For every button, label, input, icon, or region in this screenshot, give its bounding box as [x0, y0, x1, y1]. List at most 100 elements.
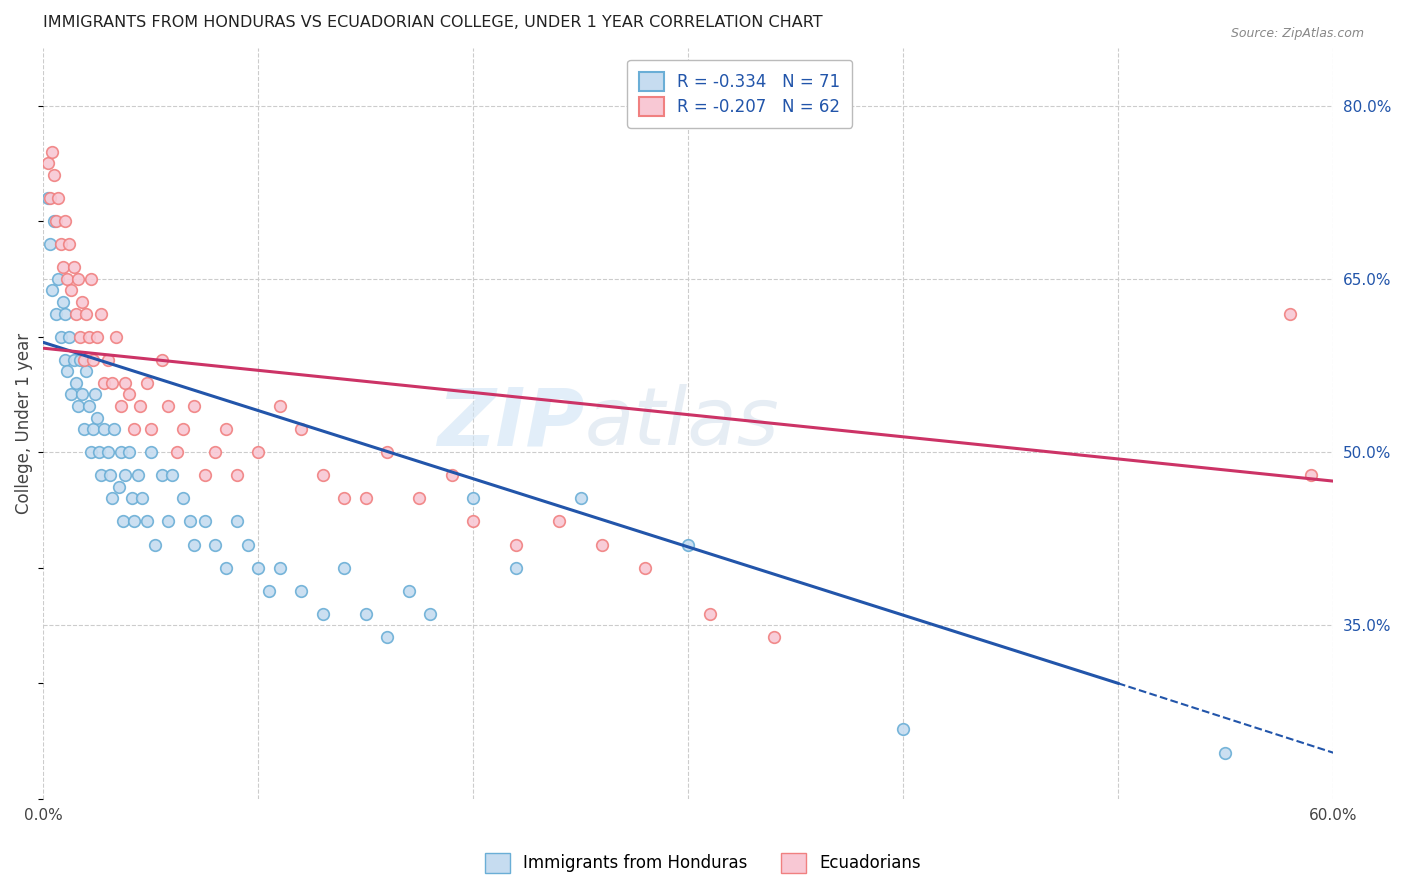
Point	[194, 468, 217, 483]
Point	[419, 607, 441, 621]
Point	[97, 352, 120, 367]
Point	[375, 630, 398, 644]
Point	[53, 352, 76, 367]
Point	[162, 468, 184, 483]
Point	[62, 260, 84, 275]
Text: ZIP: ZIP	[437, 384, 585, 462]
Point	[375, 445, 398, 459]
Point	[45, 307, 67, 321]
Point	[129, 399, 152, 413]
Point	[127, 468, 149, 483]
Legend: R = -0.334   N = 71, R = -0.207   N = 62: R = -0.334 N = 71, R = -0.207 N = 62	[627, 60, 852, 128]
Point	[93, 422, 115, 436]
Point	[75, 364, 97, 378]
Point	[135, 515, 157, 529]
Point	[65, 376, 87, 390]
Point	[166, 445, 188, 459]
Point	[183, 399, 205, 413]
Point	[89, 445, 111, 459]
Point	[269, 560, 291, 574]
Point	[354, 491, 377, 506]
Point	[505, 538, 527, 552]
Text: IMMIGRANTS FROM HONDURAS VS ECUADORIAN COLLEGE, UNDER 1 YEAR CORRELATION CHART: IMMIGRANTS FROM HONDURAS VS ECUADORIAN C…	[44, 15, 823, 30]
Point	[56, 272, 79, 286]
Point	[150, 468, 173, 483]
Point	[90, 307, 112, 321]
Point	[60, 387, 83, 401]
Point	[333, 491, 356, 506]
Point	[80, 272, 103, 286]
Point	[398, 583, 420, 598]
Point	[49, 237, 72, 252]
Point	[98, 468, 121, 483]
Point	[75, 307, 97, 321]
Point	[312, 607, 335, 621]
Text: Source: ZipAtlas.com: Source: ZipAtlas.com	[1230, 27, 1364, 40]
Point	[333, 560, 356, 574]
Point	[41, 145, 63, 159]
Point	[48, 272, 70, 286]
Point	[69, 329, 91, 343]
Point	[157, 399, 180, 413]
Point	[101, 491, 124, 506]
Point	[110, 399, 132, 413]
Point	[225, 515, 247, 529]
Point	[77, 399, 100, 413]
Point	[139, 445, 162, 459]
Point	[82, 422, 104, 436]
Point	[38, 237, 60, 252]
Point	[247, 445, 270, 459]
Point	[463, 491, 485, 506]
Point	[58, 329, 80, 343]
Point	[114, 376, 136, 390]
Point	[52, 295, 75, 310]
Point	[107, 480, 129, 494]
Point	[312, 468, 335, 483]
Point	[183, 538, 205, 552]
Point	[1215, 746, 1237, 760]
Point	[66, 399, 89, 413]
Point	[215, 560, 238, 574]
Point	[121, 491, 143, 506]
Point	[53, 307, 76, 321]
Point	[763, 630, 786, 644]
Point	[172, 422, 194, 436]
Point	[73, 422, 96, 436]
Point	[157, 515, 180, 529]
Point	[290, 583, 312, 598]
Point	[236, 538, 259, 552]
Point	[131, 491, 153, 506]
Point	[45, 214, 67, 228]
Point	[290, 422, 312, 436]
Point	[56, 364, 79, 378]
Point	[101, 376, 124, 390]
Point	[891, 723, 914, 737]
Point	[139, 422, 162, 436]
Point	[111, 515, 134, 529]
Point	[1278, 307, 1301, 321]
Point	[505, 560, 527, 574]
Point	[569, 491, 592, 506]
Point	[269, 399, 291, 413]
Point	[44, 214, 66, 228]
Point	[44, 168, 66, 182]
Point	[118, 387, 141, 401]
Point	[179, 515, 201, 529]
Point	[354, 607, 377, 621]
Point	[204, 538, 226, 552]
Point	[194, 515, 217, 529]
Point	[634, 560, 657, 574]
Point	[84, 387, 107, 401]
Point	[204, 445, 226, 459]
Point	[215, 422, 238, 436]
Point	[73, 352, 96, 367]
Point	[86, 329, 108, 343]
Legend: Immigrants from Honduras, Ecuadorians: Immigrants from Honduras, Ecuadorians	[478, 847, 928, 880]
Point	[105, 329, 128, 343]
Point	[122, 422, 145, 436]
Point	[77, 329, 100, 343]
Point	[60, 284, 83, 298]
Point	[37, 156, 59, 170]
Point	[69, 352, 91, 367]
Point	[53, 214, 76, 228]
